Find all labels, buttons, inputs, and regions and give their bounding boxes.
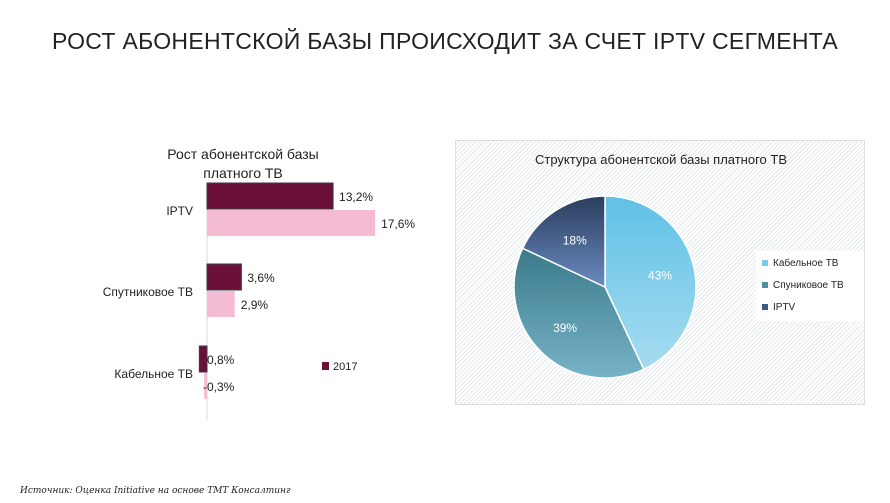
legend-label: Спуниковое ТВ — [773, 280, 844, 291]
bar-chart-title-line2: платного ТВ — [203, 165, 283, 181]
legend-swatch — [762, 260, 768, 266]
bar-2017 — [206, 182, 334, 210]
legend-swatch — [762, 282, 768, 288]
legend-swatch — [762, 304, 768, 310]
pie-slice — [513, 247, 645, 379]
pie-chart: Структура абонентской базы платного ТВ 43… — [513, 152, 864, 379]
pie-chart-title: Структура абонентской базы платного ТВ — [535, 152, 787, 167]
legend-label-2017: 2017 — [333, 361, 357, 373]
bar-series2 — [204, 373, 207, 399]
bar-2017 — [206, 263, 242, 291]
bar-series2 — [207, 291, 235, 317]
pie-data-label: 39% — [553, 321, 577, 335]
data-label: 3,6% — [247, 271, 275, 285]
pie-data-label: 43% — [648, 269, 672, 283]
bar-series2 — [207, 210, 376, 236]
data-label: 2,9% — [241, 298, 269, 312]
pie-data-label: 18% — [563, 233, 587, 247]
data-label: 0,8% — [207, 353, 235, 367]
category-label: Спутниковое ТВ — [103, 285, 193, 299]
bar-2017 — [198, 345, 208, 373]
category-label: Кабельное ТВ — [114, 367, 193, 381]
bar-chart: Рост абонентской базы платного ТВ IPTV 13,2… — [103, 146, 415, 420]
legend-label: IPTV — [773, 302, 796, 313]
source-note: Источник: Оценка Initiative на основе ТМ… — [20, 486, 291, 496]
legend-label: Кабельное ТВ — [773, 257, 839, 269]
data-label: 13,2% — [339, 190, 373, 204]
pie-chart-panel: Структура абонентской базы платного ТВ 43… — [455, 140, 865, 405]
pie-legend-box — [756, 251, 864, 321]
category-label: IPTV — [166, 204, 193, 218]
slide-title: РОСТ АБОНЕНТСКОЙ БАЗЫ ПРОИСХОДИТ ЗА СЧЕТ… — [51, 28, 839, 54]
bar-chart-title-line1: Рост абонентской базы — [167, 146, 319, 162]
data-label: -0,3% — [203, 380, 235, 394]
data-label: 17,6% — [381, 217, 415, 231]
legend-swatch-2017 — [322, 362, 329, 370]
pie-slice — [604, 195, 697, 371]
pie-slice — [521, 195, 606, 289]
